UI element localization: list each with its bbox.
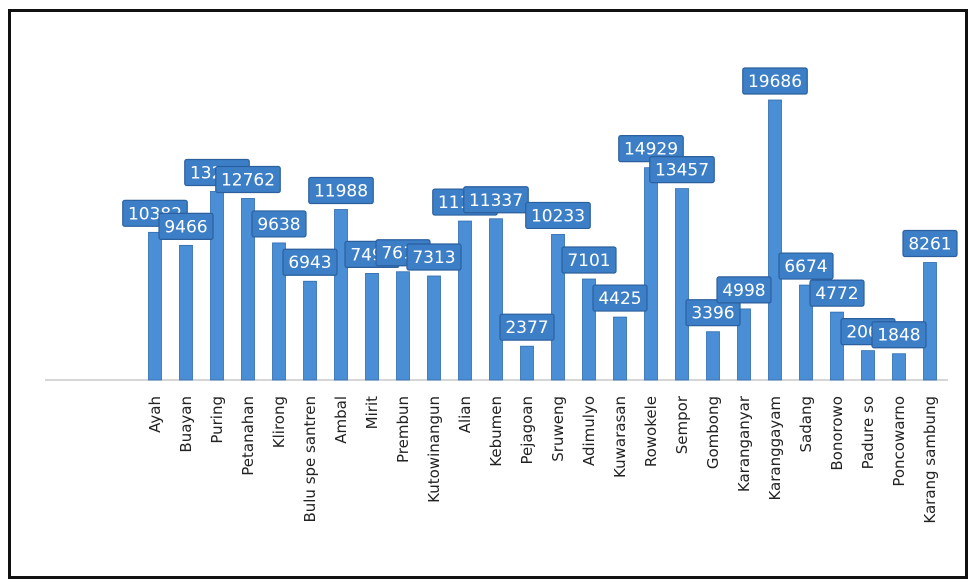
bar-gombong <box>706 331 720 381</box>
bar-karanggayam <box>768 99 782 381</box>
bar-petanahan <box>241 198 255 381</box>
data-label: 4998 <box>722 281 765 301</box>
data-label-box <box>251 210 307 238</box>
bar-poncowarno <box>892 353 906 381</box>
bar-sruweng <box>551 234 565 381</box>
data-label-box <box>592 284 648 312</box>
bar-buayan <box>179 244 193 381</box>
data-label: 8261 <box>908 235 951 255</box>
data-label-box <box>158 212 214 240</box>
x-tick-label: Karang sambung <box>921 396 939 524</box>
x-tick-label: Rowokele <box>642 396 660 467</box>
x-tick-label: Prembun <box>394 396 412 463</box>
bar-rowokele <box>644 167 658 381</box>
x-tick-label: Bulu spe santren <box>301 396 319 523</box>
data-label-box <box>215 165 281 194</box>
data-label: 9638 <box>257 215 300 235</box>
data-label-box <box>809 279 865 307</box>
data-label-box <box>649 155 715 184</box>
data-label: 6943 <box>288 253 331 273</box>
bar-ambal <box>334 209 348 381</box>
x-tick-label: Klirong <box>270 396 288 448</box>
data-label-box <box>406 243 462 271</box>
data-label: 6674 <box>784 257 827 277</box>
data-label-box <box>902 229 958 258</box>
data-label-box <box>308 176 374 205</box>
x-tick-label: Bonorowo <box>828 396 846 471</box>
x-tick-label: Karanggayam <box>766 396 784 501</box>
bar-adimulyo <box>582 278 596 381</box>
x-tick-label: Mirit <box>363 396 381 429</box>
data-label: 2377 <box>505 318 548 338</box>
bar-pejagoan <box>520 345 534 381</box>
data-label: 4425 <box>598 289 641 309</box>
data-label-box <box>716 276 772 304</box>
x-tick-label: Karanganyar <box>735 395 753 492</box>
bar-mirit <box>365 272 379 381</box>
bar-prembun <box>396 271 410 381</box>
data-label-box <box>778 252 834 280</box>
data-label: 7101 <box>567 251 610 271</box>
data-label: 4772 <box>815 284 858 304</box>
bar-bonorowo <box>830 311 844 381</box>
data-label-box <box>742 67 808 95</box>
x-tick-label: Gombong <box>704 396 722 469</box>
data-label-box <box>282 248 338 276</box>
x-tick-label: Kuwarasan <box>611 396 629 478</box>
data-label-box <box>561 246 617 274</box>
data-label: 12762 <box>221 170 275 190</box>
bar-kuwarasan <box>613 316 627 381</box>
x-tick-label: Ayah <box>146 396 164 433</box>
x-tick-label: Kutowinangun <box>425 396 443 503</box>
bar-klirong <box>272 242 286 381</box>
data-label: 1848 <box>877 326 920 346</box>
data-label-box <box>525 201 591 230</box>
data-label: 14929 <box>624 140 678 160</box>
data-label: 10233 <box>531 206 585 226</box>
data-label: 11337 <box>469 191 523 211</box>
data-label-box <box>871 321 927 349</box>
data-label: 19686 <box>748 72 802 92</box>
x-tick-label: Sadang <box>797 396 815 452</box>
x-tick-label: Pejagoan <box>518 396 536 465</box>
data-label: 3396 <box>691 304 734 324</box>
data-label-box <box>685 299 741 327</box>
data-label: 13457 <box>655 161 709 181</box>
x-tick-label: Ambal <box>332 396 350 444</box>
x-tick-label: Petanahan <box>239 396 257 476</box>
data-labels-group: 1038294661325312762963869431198874957612… <box>122 67 958 349</box>
bar-buluspesantren <box>303 280 317 381</box>
bar-padureso <box>861 350 875 381</box>
x-tick-labels-group: Ayah Buayan Puring Petanahan Klirong Bulu spe… <box>146 395 939 523</box>
x-tick-label: Padure so <box>859 396 877 469</box>
bar-sempor <box>675 188 689 381</box>
data-label-box <box>499 313 555 341</box>
x-tick-label: Puring <box>208 396 226 444</box>
bars-group <box>148 99 937 381</box>
bar-karanganyar <box>737 308 751 381</box>
x-tick-label: Alian <box>456 396 474 433</box>
bar-kebumen <box>489 218 503 381</box>
bar-kutowinangun <box>427 275 441 381</box>
bar-ayah <box>148 231 162 381</box>
x-tick-label: Poncowarno <box>890 396 908 487</box>
data-label: 7313 <box>412 248 455 268</box>
x-tick-label: Sempor <box>673 395 691 454</box>
data-label: 9466 <box>164 217 207 237</box>
x-tick-label: Kebumen <box>487 396 505 467</box>
bar-alian <box>458 220 472 381</box>
x-tick-label: Buayan <box>177 396 195 453</box>
bar-karangsambung <box>923 262 937 381</box>
data-label: 11988 <box>314 181 368 201</box>
x-tick-label: Adimulyo <box>580 396 598 466</box>
data-label-box <box>463 186 529 214</box>
x-tick-label: Sruweng <box>549 396 567 462</box>
bar-sadang <box>799 284 813 381</box>
